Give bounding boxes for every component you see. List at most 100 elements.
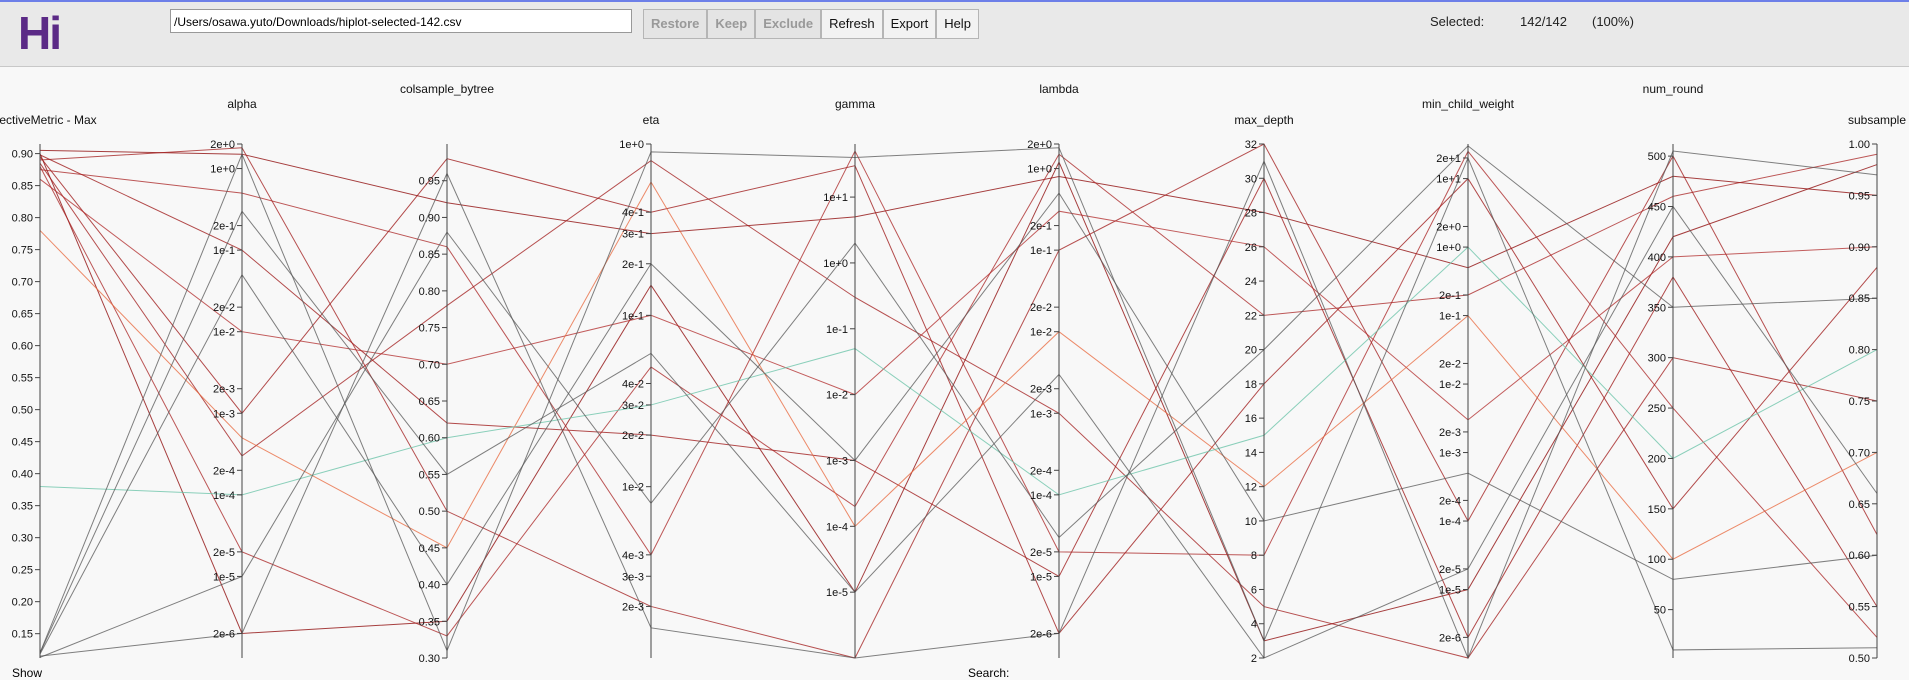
tick-label: 0.50: [1849, 653, 1870, 662]
tick-label: 1e+0: [823, 258, 848, 270]
selected-count: 142/142: [1520, 14, 1567, 29]
tick-label: 0.80: [1849, 345, 1870, 357]
tick-label: 0.90: [1849, 242, 1870, 254]
tick-label: 0.65: [419, 396, 440, 408]
tick-label: 1e-2: [1030, 327, 1052, 339]
data-line: [39, 143, 1878, 659]
tick-label: 2e-1: [622, 259, 644, 271]
tick-label: 2e+1: [1436, 153, 1461, 165]
tick-label: 2e-5: [1030, 547, 1052, 559]
tick-label: 2e-1: [1030, 221, 1052, 233]
tick-label: 2e-3: [622, 601, 644, 613]
tick-label: 4e-1: [622, 207, 644, 219]
tick-label: 200: [1648, 453, 1666, 465]
tick-label: 400: [1648, 252, 1666, 264]
logo[interactable]: Hi: [18, 7, 62, 59]
tick-label: 6: [1251, 584, 1257, 596]
button[interactable]: Export: [882, 9, 937, 39]
tick-label: 30: [1245, 173, 1257, 185]
tick-label: 2e-2: [622, 430, 644, 442]
axis-title: colsample_bytree: [400, 82, 494, 96]
tick-label: 2e-1: [1439, 290, 1461, 302]
tick-label: 2e-3: [1030, 384, 1052, 396]
tick-label: 0.85: [12, 181, 33, 193]
tick-label: 1e-3: [213, 408, 235, 420]
tick-label: 0.60: [1849, 550, 1870, 562]
button[interactable]: Refresh: [821, 9, 883, 39]
tick-label: 2e-2: [1439, 358, 1461, 370]
tick-label: 2e-2: [213, 302, 235, 314]
tick-label: 1e-2: [1439, 379, 1461, 391]
tick-label: 0.45: [12, 437, 33, 449]
tick-label: 0.55: [12, 373, 33, 385]
tick-label: 0.90: [419, 212, 440, 224]
tick-label: 2e+0: [1027, 139, 1052, 151]
selected-label: Selected:: [1430, 14, 1485, 29]
tick-label: 0.85: [419, 249, 440, 261]
data-line: [39, 149, 1878, 269]
tick-label: 2e-6: [213, 628, 235, 640]
tick-label: 1e+0: [619, 139, 644, 151]
tick-label: 0.20: [12, 597, 33, 609]
button[interactable]: Help: [936, 9, 979, 39]
tick-label: 4e-3: [622, 550, 644, 562]
tick-label: 10: [1245, 516, 1257, 528]
tick-label: 2: [1251, 653, 1257, 662]
tick-label: 2e-4: [1030, 465, 1052, 477]
data-line: [39, 147, 1878, 654]
axis-title: min_child_weight: [1422, 97, 1515, 111]
show-label: Show: [12, 666, 43, 680]
data-line: [39, 156, 1878, 635]
tick-label: 0.65: [1849, 499, 1870, 511]
tick-label: 0.95: [419, 176, 440, 188]
header: Hi /Users/osawa.yuto/Downloads/hiplot-se…: [0, 0, 1909, 67]
tick-label: 0.55: [419, 469, 440, 481]
tick-label: 14: [1245, 447, 1257, 459]
tick-label: 0.30: [419, 653, 440, 662]
button: Exclude: [755, 9, 822, 39]
tick-label: 2e-2: [1030, 302, 1052, 314]
tick-label: 32: [1245, 139, 1257, 151]
data-line: [39, 246, 1878, 496]
tick-label: 1e-5: [1439, 585, 1461, 597]
tick-label: 1e-1: [622, 310, 644, 322]
tick-label: 3e-2: [622, 400, 644, 412]
tick-label: 1e-1: [1030, 245, 1052, 257]
data-line: [39, 154, 1878, 639]
tick-label: 1e-2: [622, 482, 644, 494]
tick-label: 2e-5: [213, 547, 235, 559]
parallel-plot: objectiveMetric - Max 0.15 0.20 0.25 0.30 0.3…: [0, 82, 1906, 662]
tick-label: 100: [1648, 554, 1666, 566]
data-line: [39, 149, 1878, 638]
tick-label: 500: [1648, 151, 1666, 163]
tick-label: 0.90: [12, 149, 33, 161]
tick-label: 0.35: [419, 616, 440, 628]
data-line: [39, 192, 1878, 655]
tick-label: 1e-4: [213, 490, 235, 502]
tick-label: 1e-3: [826, 455, 848, 467]
tick-label: 50: [1654, 605, 1666, 617]
button-bar: Restore Keep Exclude Refresh Export Help: [643, 9, 979, 39]
selected-percent: (100%): [1592, 14, 1634, 29]
tick-label: 1e-2: [213, 327, 235, 339]
file-path-input[interactable]: /Users/osawa.yuto/Downloads/hiplot-selec…: [170, 9, 632, 33]
tick-label: 0.70: [419, 359, 440, 371]
tick-label: 2e-3: [1439, 427, 1461, 439]
tick-label: 0.75: [1849, 396, 1870, 408]
tick-label: 3e-3: [622, 571, 644, 583]
tick-label: 1e-4: [826, 521, 848, 533]
tick-label: 1.00: [1849, 139, 1870, 151]
tick-label: 2e-1: [213, 221, 235, 233]
tick-label: 4e-2: [622, 379, 644, 391]
tick-label: 0.25: [12, 565, 33, 577]
tick-label: 1e-2: [826, 390, 848, 402]
tick-label: 26: [1245, 242, 1257, 254]
tick-label: 1e-3: [1030, 408, 1052, 420]
tick-label: 350: [1648, 302, 1666, 314]
tick-label: 0.75: [12, 245, 33, 257]
tick-label: 0.85: [1849, 293, 1870, 305]
tick-label: 0.95: [1849, 190, 1870, 202]
tick-label: 0.45: [419, 543, 440, 555]
tick-label: 1e+1: [823, 192, 848, 204]
